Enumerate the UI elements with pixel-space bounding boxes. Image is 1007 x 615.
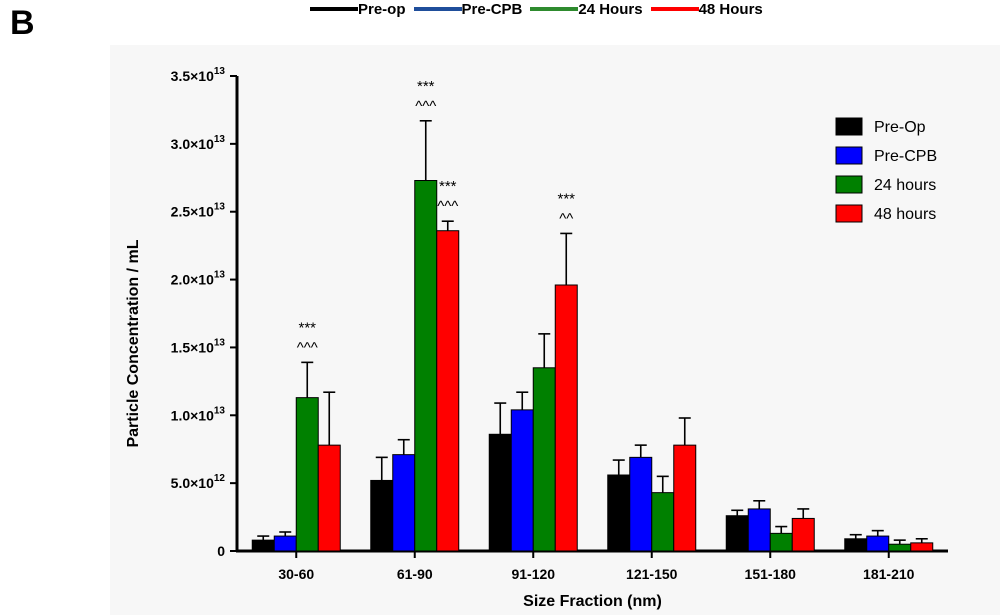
top-legend-swatch (650, 7, 699, 11)
bar (844, 538, 868, 552)
y-tick-label: 1.0×1013 (171, 405, 226, 423)
legend-swatch (835, 117, 863, 136)
bar (888, 543, 912, 552)
bar (791, 517, 815, 552)
x-tick-label: 151-180 (745, 566, 797, 582)
bar (273, 535, 297, 552)
top-legend-swatch (530, 7, 579, 11)
bar (317, 444, 341, 552)
top-legend-item-24-hours: 24 Hours (530, 0, 643, 18)
significance-annotation: *** (298, 319, 316, 336)
significance-annotation: ^^^ (297, 339, 318, 356)
bar (436, 230, 460, 552)
bar (488, 433, 512, 552)
y-tick-label: 2.0×1013 (171, 270, 226, 288)
top-legend-label: 48 Hours (698, 0, 763, 18)
bar (910, 542, 934, 552)
legend-swatch (835, 204, 863, 223)
panel-label: B (10, 4, 35, 42)
top-legend-label: Pre-op (358, 0, 406, 18)
bar (769, 532, 793, 552)
top-legend-label: 24 Hours (578, 0, 643, 18)
legend-swatch (835, 146, 863, 165)
y-tick-label: 5.0×1012 (171, 473, 226, 491)
top-legend-swatch (413, 7, 462, 11)
top-legend-swatch (310, 7, 358, 11)
legend-label: Pre-CPB (874, 148, 937, 165)
bar (673, 444, 697, 552)
y-axis-title: Particle Concentration / mL (125, 239, 142, 447)
y-tick-label: 3.0×1013 (171, 134, 226, 152)
y-tick-label: 3.5×1013 (171, 66, 226, 84)
top-legend-item-pre-cpb: Pre-CPB (413, 0, 523, 18)
legend-label: 24 hours (874, 177, 936, 194)
top-legend-item-48-hours: 48 Hours (650, 0, 763, 18)
x-axis-title: Size Fraction (nm) (523, 593, 662, 610)
legend-label: Pre-Op (874, 119, 926, 136)
x-tick-label: 181-210 (863, 566, 915, 582)
bar (747, 508, 771, 552)
top-legend-label: Pre-CPB (461, 0, 523, 18)
bar (532, 367, 556, 552)
significance-annotation: ^^^ (415, 98, 436, 115)
x-tick-label: 121-150 (626, 566, 678, 582)
bar (392, 454, 416, 552)
bar (251, 539, 275, 552)
x-tick-label: 61-90 (397, 566, 433, 582)
significance-annotation: *** (439, 178, 457, 195)
bar (607, 474, 631, 552)
significance-annotation: *** (557, 190, 575, 207)
bar (295, 397, 319, 552)
top-legend-item-pre-op: Pre-op (310, 1, 406, 18)
legend-label: 48 hours (874, 206, 936, 223)
significance-annotation: ^^^ (437, 198, 458, 215)
y-tick-label: 1.5×1013 (171, 337, 226, 355)
top-legend: Pre-op Pre-CPB 24 Hours 48 Hours (310, 0, 763, 18)
bar (554, 284, 578, 552)
bar (370, 479, 394, 552)
bar (866, 535, 890, 552)
bar (651, 492, 675, 552)
y-tick-label: 2.5×1013 (171, 202, 226, 220)
bar (510, 409, 534, 552)
y-tick-label: 0 (217, 543, 225, 559)
bar (414, 180, 438, 552)
x-tick-label: 91-120 (511, 566, 555, 582)
significance-annotation: ^^ (559, 210, 573, 227)
bar (725, 515, 749, 552)
significance-annotation: *** (417, 78, 435, 95)
bar (629, 456, 653, 552)
legend-swatch (835, 175, 863, 194)
x-tick-label: 30-60 (278, 566, 314, 582)
